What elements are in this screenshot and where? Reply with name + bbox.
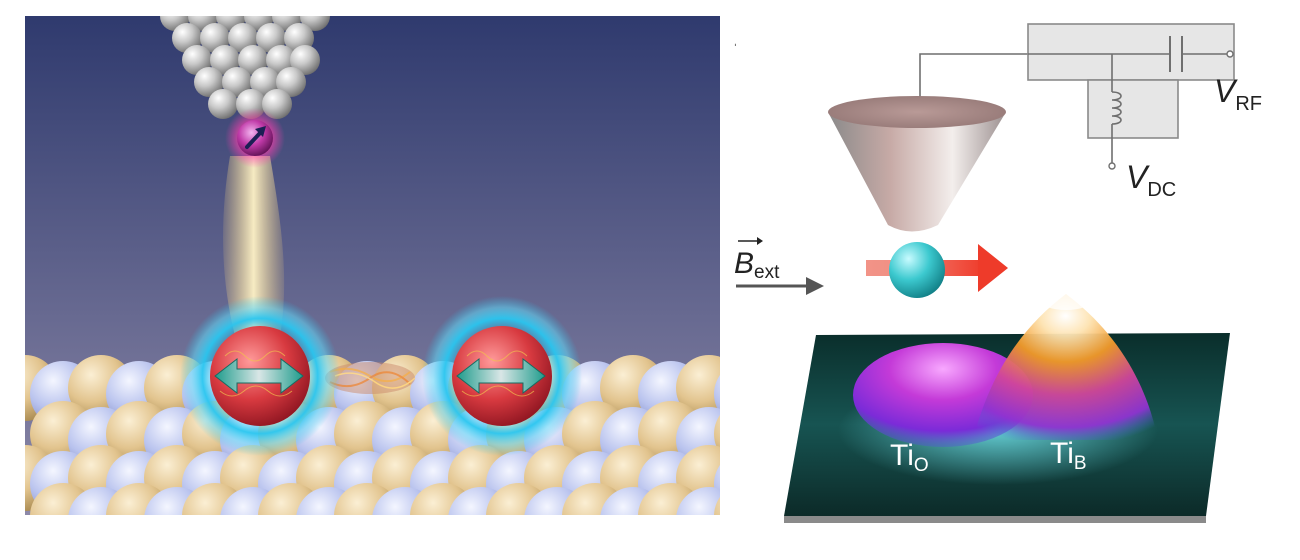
- bias-tee-box-top: [1027, 23, 1235, 81]
- tip-atom-silver: [262, 89, 292, 119]
- stray-mark: ˈ: [733, 41, 738, 57]
- tip-atom-silver: [194, 67, 224, 97]
- tip-atom-silver: [290, 45, 320, 75]
- spin-arrow-right: [456, 357, 546, 395]
- tip-wire: [919, 53, 1028, 100]
- left-illustration: [25, 16, 720, 515]
- tip-spin-arrow: [245, 126, 266, 149]
- tip-atom-silver: [208, 89, 238, 119]
- tip-atom-silver: [238, 45, 268, 75]
- lattice-atom-blue: [714, 375, 720, 413]
- surface-lattice-front: [30, 483, 720, 515]
- bias-tee-box-bottom: [1087, 79, 1179, 139]
- lattice-atom-blue: [676, 487, 720, 515]
- esr-stm-schematic: VRF VDC ˈ Bext: [733, 23, 1262, 523]
- inductor-coil: [1111, 91, 1122, 125]
- tip-atom-silver: [210, 45, 240, 75]
- bext-arrow: [736, 277, 824, 295]
- bext-label: Bext: [734, 237, 780, 283]
- right-schematic: VRF VDC ˈ Bext: [728, 0, 1300, 560]
- tunneling-beam: [223, 156, 285, 336]
- vrf-label: VRF: [1214, 73, 1262, 115]
- exchange-coupling: [325, 362, 416, 394]
- vdc-terminal: [1108, 162, 1116, 170]
- tip-atom-silver: [276, 67, 306, 97]
- lattice-atom-gold: [714, 497, 720, 515]
- svg-text:Bext: Bext: [734, 247, 780, 283]
- ti-o-label: TiO: [890, 439, 929, 476]
- peak-ti-b: [973, 294, 1158, 440]
- lattice-atom-gold: [714, 415, 720, 453]
- vrf-terminal: [1226, 50, 1234, 58]
- stm-tip: [160, 16, 330, 119]
- spin-arrow-left: [214, 357, 304, 395]
- ti-b-label: TiB: [1050, 437, 1087, 474]
- magnetic-atom: [889, 242, 945, 298]
- tip-atom-silver: [182, 45, 212, 75]
- topography-surface: [784, 290, 1230, 523]
- esr-stm-illustration: [25, 16, 720, 515]
- tip-atom-silver: [250, 67, 280, 97]
- circuit: [919, 23, 1235, 165]
- tip-atom-silver: [222, 67, 252, 97]
- stm-tip-cone: [828, 96, 1006, 232]
- vdc-label: VDC: [1126, 159, 1176, 201]
- lattice-atom-gold: [676, 355, 720, 421]
